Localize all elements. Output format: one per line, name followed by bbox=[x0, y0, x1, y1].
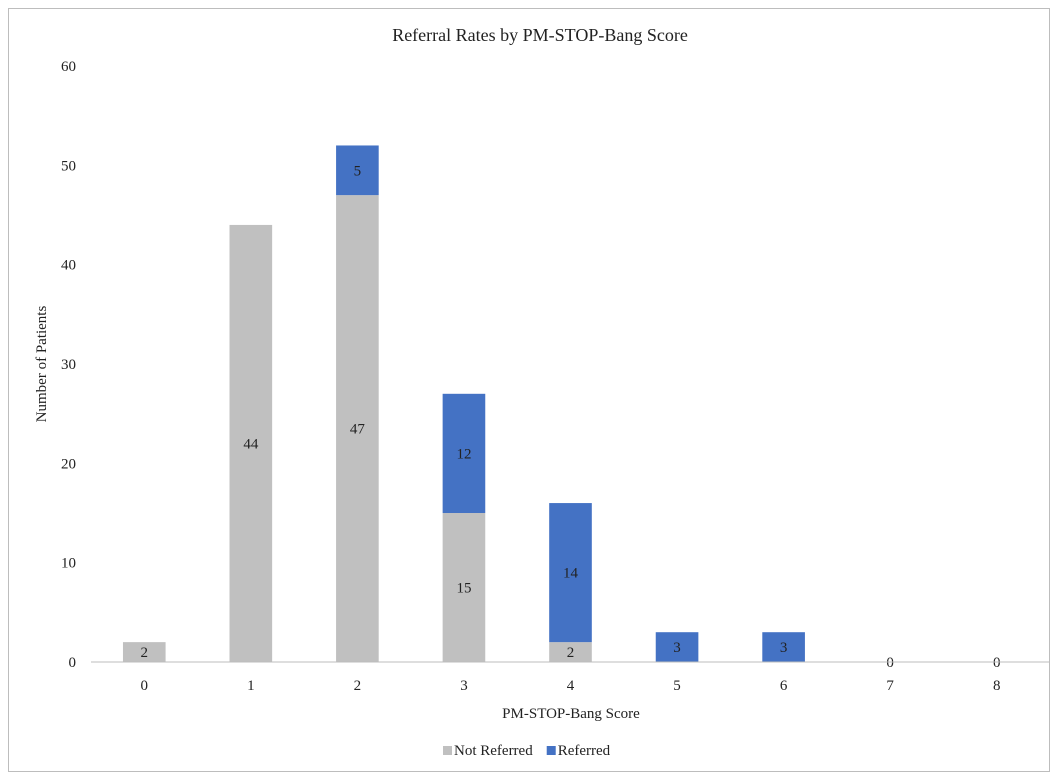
y-tick-label: 60 bbox=[61, 59, 76, 75]
legend-swatch bbox=[546, 746, 556, 755]
data-label: 12 bbox=[456, 446, 471, 462]
bar-referred-6 bbox=[762, 632, 805, 662]
chart-title: Referral Rates by PM-STOP-Bang Score bbox=[392, 25, 688, 45]
x-tick-label: 0 bbox=[141, 678, 149, 694]
data-label: 47 bbox=[350, 422, 366, 438]
bar-not-referred-4 bbox=[549, 642, 592, 662]
x-tick-label: 8 bbox=[993, 678, 1001, 694]
x-tick-label: 2 bbox=[354, 678, 362, 694]
x-tick-label: 1 bbox=[247, 678, 255, 694]
bar-referred-2 bbox=[336, 145, 379, 196]
bars bbox=[122, 145, 805, 662]
x-tick-label: 5 bbox=[673, 678, 681, 694]
bar-referred-3 bbox=[442, 393, 486, 513]
data-label: 0 bbox=[993, 655, 1001, 671]
bar-not-referred-1 bbox=[229, 224, 273, 662]
data-label: 2 bbox=[141, 645, 149, 661]
legend-label: Not Referred bbox=[454, 743, 533, 759]
data-label: 3 bbox=[673, 640, 681, 656]
y-tick-label: 20 bbox=[61, 456, 76, 472]
x-tick-label: 6 bbox=[780, 678, 788, 694]
data-labels: 2 44 47 5 15 12 2 14 3 3 0 0 bbox=[141, 163, 1001, 671]
legend: Not Referred Referred bbox=[443, 743, 611, 759]
bar-referred-5 bbox=[655, 632, 699, 662]
y-tick-label: 0 bbox=[69, 655, 77, 671]
y-tick-label: 10 bbox=[61, 556, 76, 572]
y-axis-title: Number of Patients bbox=[34, 306, 50, 423]
bar-not-referred-2 bbox=[336, 195, 379, 662]
bar-referred-4 bbox=[549, 503, 592, 643]
bar-not-referred-3 bbox=[442, 513, 486, 662]
x-tick-label: 3 bbox=[460, 678, 468, 694]
y-tick-label: 50 bbox=[61, 158, 76, 174]
x-axis-title: PM-STOP-Bang Score bbox=[502, 706, 640, 722]
data-label: 44 bbox=[243, 436, 259, 452]
data-label: 2 bbox=[567, 645, 575, 661]
x-axis-ticks: 0 1 2 3 4 5 6 7 8 bbox=[141, 678, 1001, 694]
data-label: 3 bbox=[780, 640, 788, 656]
y-tick-label: 30 bbox=[61, 357, 76, 373]
y-tick-label: 40 bbox=[61, 258, 76, 274]
data-label: 0 bbox=[886, 655, 894, 671]
x-tick-label: 7 bbox=[886, 678, 894, 694]
bar-not-referred-0 bbox=[122, 642, 166, 662]
y-axis-ticks: 0 10 20 30 40 50 60 bbox=[61, 59, 76, 671]
legend-swatch bbox=[443, 746, 452, 755]
x-tick-label: 4 bbox=[567, 678, 575, 694]
data-label: 15 bbox=[456, 581, 471, 597]
legend-label: Referred bbox=[558, 743, 611, 759]
data-label: 14 bbox=[563, 566, 579, 582]
chart-frame bbox=[8, 8, 1050, 772]
data-label: 5 bbox=[354, 163, 362, 179]
